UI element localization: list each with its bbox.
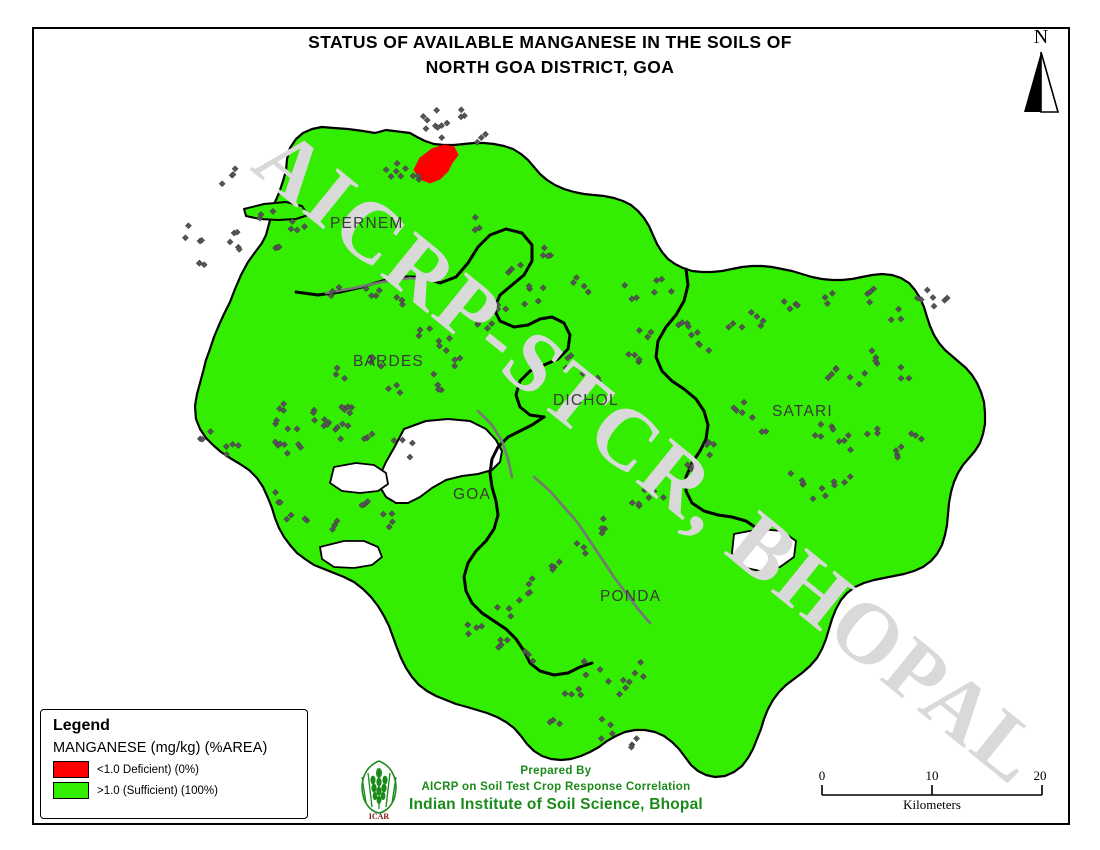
river-lines xyxy=(324,276,652,625)
legend-item-deficient: <1.0 Deficient) (0%) xyxy=(53,761,307,778)
north-arrow: N xyxy=(1018,26,1064,114)
district-sufficient-area xyxy=(193,125,987,779)
icar-logo-caption: ICAR xyxy=(369,812,390,821)
credit-prepared-by: Prepared By xyxy=(520,765,592,778)
scale-bar-graphic xyxy=(821,785,1043,796)
legend-swatch-sufficient xyxy=(53,782,89,799)
credit-project: AICRP on Soil Test Crop Response Correla… xyxy=(421,780,691,793)
credit-institute: Indian Institute of Soil Science, Bhopal xyxy=(409,796,703,814)
estuary-white-area-3 xyxy=(319,540,383,569)
legend-swatch-deficient xyxy=(53,761,89,778)
legend-label-sufficient: >1.0 (Sufficient) (100%) xyxy=(97,784,218,797)
legend-subtitle: MANGANESE (mg/kg) (%AREA) xyxy=(53,740,268,756)
credits-block: ICAR Prepared By AICRP on Soil Test Crop… xyxy=(355,757,703,823)
icar-logo-icon: ICAR xyxy=(361,760,397,821)
scale-tick-labels: 0 10 20 xyxy=(818,768,1047,784)
soil-sample-points xyxy=(181,106,951,751)
taluk-boundaries xyxy=(294,227,760,677)
legend-item-sufficient: >1.0 (Sufficient) (100%) xyxy=(53,782,307,799)
estuary-white-area-2 xyxy=(329,462,389,494)
estuary-white-area-4 xyxy=(731,528,797,572)
legend-title: Legend xyxy=(53,717,110,734)
legend-box: Legend MANGANESE (mg/kg) (%AREA) <1.0 De… xyxy=(40,709,308,819)
scale-tick-0: 0 xyxy=(818,768,826,783)
scale-bar: 0 10 20 Kilometers xyxy=(818,768,1047,813)
scale-tick-10: 10 xyxy=(925,768,939,783)
scale-bar-unit: Kilometers xyxy=(903,797,961,812)
map-geometry xyxy=(181,106,987,779)
legend-label-deficient: <1.0 Deficient) (0%) xyxy=(97,763,199,776)
north-arrow-icon xyxy=(1024,51,1060,113)
scale-tick-20: 20 xyxy=(1033,768,1047,783)
map-canvas: AICRP-STCR, BHOPAL xyxy=(34,29,1068,823)
north-arrow-label: N xyxy=(1033,26,1049,48)
